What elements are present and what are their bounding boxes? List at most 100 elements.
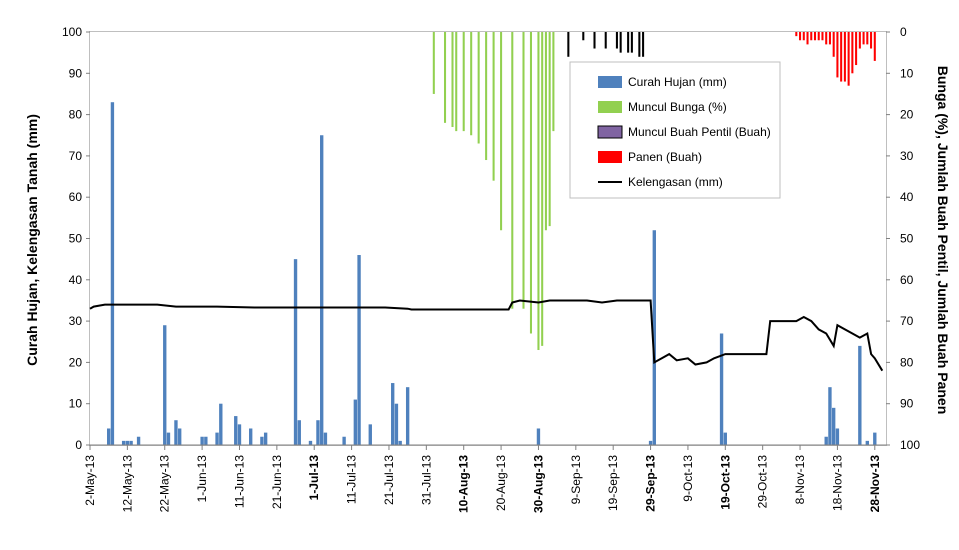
bar-panen — [843, 32, 846, 82]
bar-muncul-bunga — [477, 32, 480, 144]
bar-curah-hujan — [136, 436, 141, 445]
bar-curah-hujan — [237, 424, 242, 445]
bar-curah-hujan — [174, 420, 178, 445]
bar-curah-hujan — [824, 436, 828, 445]
bar-curah-hujan — [873, 432, 877, 445]
bar-muncul-bunga — [522, 32, 525, 309]
bar-curah-hujan — [865, 440, 869, 445]
bar-curah-hujan — [121, 440, 126, 445]
y-tick-label-left: 70 — [69, 149, 83, 163]
bar-curah-hujan — [129, 440, 133, 445]
bar-curah-hujan — [394, 403, 399, 445]
y-tick-label-right: 50 — [900, 232, 914, 246]
x-tick-label: 11-Jul-13 — [345, 455, 359, 504]
bar-muncul-buah-pentil — [630, 32, 633, 53]
bar-panen — [858, 32, 861, 49]
y-tick-label-right: 100 — [900, 438, 920, 452]
bar-panen — [810, 32, 813, 41]
bar-curah-hujan — [178, 428, 182, 445]
x-tick-label: 29-Oct-13 — [756, 455, 770, 509]
y-axis-title-right: Bunga (%), Jumlah Buah Pentil, Jumlah Bu… — [935, 66, 951, 415]
bar-panen — [802, 32, 805, 41]
bar-panen — [873, 32, 876, 61]
y-tick-label-left: 50 — [69, 232, 83, 246]
bar-muncul-bunga — [529, 32, 533, 334]
bar-panen — [851, 32, 854, 74]
x-tick-label: 9-Sep-13 — [569, 455, 583, 505]
x-tick-label: 19-Oct-13 — [718, 455, 732, 510]
x-tick-label: 1-Jun-13 — [195, 455, 209, 503]
bar-muncul-bunga — [432, 32, 435, 94]
bar-curah-hujan — [215, 432, 219, 445]
y-axis-title-left: Curah Hujan, Kelengasan Tanah (mm) — [24, 114, 40, 366]
x-tick-label: 28-Nov-13 — [868, 455, 882, 513]
bar-curah-hujan — [107, 428, 111, 445]
y-tick-label-right: 0 — [900, 25, 907, 39]
legend-label: Muncul Buah Pentil (Buah) — [628, 125, 771, 139]
bar-panen — [866, 32, 869, 45]
bar-curah-hujan — [166, 432, 171, 445]
bar-muncul-bunga — [443, 32, 447, 123]
bars-layer — [107, 32, 877, 446]
bar-muncul-buah-pentil — [619, 32, 622, 53]
x-tick-label: 21-Jul-13 — [382, 455, 396, 505]
bar-muncul-bunga — [492, 32, 495, 181]
bar-curah-hujan — [200, 436, 204, 445]
legend-label: Panen (Buah) — [628, 150, 702, 164]
bar-muncul-buah-pentil — [642, 32, 645, 57]
legend-swatch — [597, 125, 623, 139]
bar-muncul-bunga — [500, 32, 503, 231]
bar-muncul-buah-pentil — [604, 32, 607, 49]
axes-layer: 0 10 20 30 40 50 60 70 80 90 100 0 10 20 30 40 50 60 70 80 9… — [62, 25, 920, 513]
y-tick-label-left: 0 — [75, 438, 82, 452]
bar-curah-hujan — [831, 407, 836, 445]
bar-muncul-bunga — [455, 32, 458, 132]
x-tick-label: 9-Oct-13 — [681, 455, 695, 502]
x-tick-label: 21-Jun-13 — [270, 455, 284, 509]
bar-panen — [832, 32, 835, 57]
legend-label: Curah Hujan (mm) — [628, 75, 727, 89]
legend-label: Muncul Bunga (%) — [628, 100, 727, 114]
y-tick-label-left: 60 — [69, 190, 83, 204]
bar-curah-hujan — [308, 440, 313, 445]
y-tick-label-right: 30 — [900, 149, 914, 163]
x-tick-label: 18-Nov-13 — [830, 455, 844, 511]
legend-swatch — [598, 101, 622, 113]
y-tick-label-right: 40 — [900, 190, 914, 204]
x-tick-label: 11-Jun-13 — [232, 455, 246, 508]
y-tick-label-left: 10 — [69, 397, 83, 411]
y-tick-label-right: 60 — [900, 273, 914, 287]
bar-muncul-bunga — [541, 32, 544, 346]
bar-panen — [821, 32, 824, 41]
bar-curah-hujan — [293, 259, 298, 445]
bar-panen — [870, 32, 873, 49]
bar-curah-hujan — [536, 428, 541, 445]
bar-curah-hujan — [263, 432, 268, 445]
bar-muncul-buah-pentil — [615, 32, 618, 49]
bar-curah-hujan — [297, 420, 301, 445]
bar-panen — [847, 32, 850, 86]
bar-curah-hujan — [260, 436, 264, 445]
bar-panen — [806, 32, 809, 45]
y-tick-label-right: 70 — [900, 314, 914, 328]
legend-label: Kelengasan (mm) — [628, 175, 723, 189]
bar-curah-hujan — [316, 420, 320, 445]
bar-panen — [817, 32, 820, 41]
y-tick-label-left: 80 — [69, 108, 83, 122]
bar-curah-hujan — [342, 436, 346, 445]
line-kelengasan — [89, 299, 884, 372]
y-tick-label-left: 40 — [69, 273, 83, 287]
x-tick-label: 30-Aug-13 — [531, 455, 545, 513]
bar-muncul-bunga — [470, 32, 473, 136]
bar-panen — [862, 32, 865, 45]
bar-curah-hujan — [723, 432, 727, 445]
bar-panen — [855, 32, 858, 66]
bar-muncul-buah-pentil — [582, 32, 585, 41]
bar-muncul-bunga — [485, 32, 488, 161]
x-tick-label: 2-May-13 — [83, 455, 97, 506]
bar-panen — [825, 32, 828, 45]
bar-curah-hujan — [219, 403, 223, 445]
bar-curah-hujan — [110, 102, 115, 446]
bar-curah-hujan — [398, 440, 402, 445]
